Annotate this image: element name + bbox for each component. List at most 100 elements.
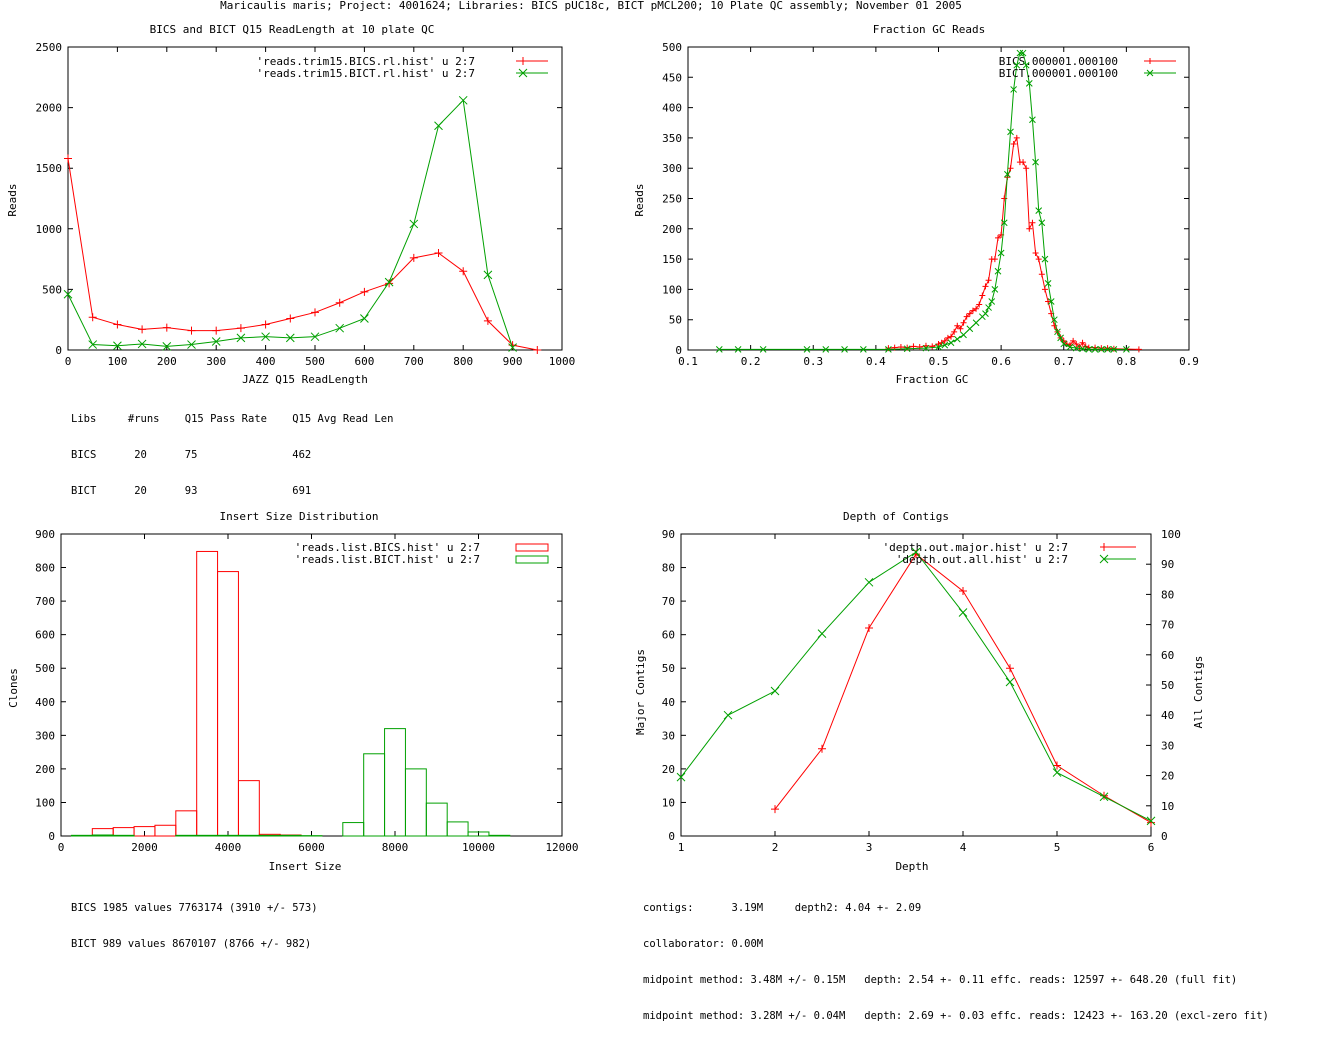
data-point: [676, 772, 686, 782]
data-point: [187, 340, 196, 349]
data-point: [1000, 219, 1008, 227]
y-tick-label: 70: [662, 595, 675, 608]
y-tick-label: 100: [35, 796, 55, 809]
series-line: [67, 158, 538, 351]
data-point: [261, 320, 270, 329]
y-tick-label: 250: [662, 193, 682, 206]
y2-tick-label: 50: [1161, 679, 1174, 692]
x-tick-label: 200: [157, 355, 177, 368]
x-tick-label: 1000: [549, 355, 576, 368]
series-1: [70, 728, 511, 837]
data-point: [1045, 298, 1052, 305]
legend-label: 'reads.trim15.BICT.rl.hist' u 2:7: [256, 67, 475, 80]
data-point: [953, 335, 961, 343]
series-line: [888, 136, 1139, 350]
x-axis-label: Insert Size: [269, 860, 342, 873]
y-tick-label: 0: [668, 830, 675, 843]
y-tick-label: 400: [662, 102, 682, 115]
x-tick-label: 2: [772, 841, 779, 854]
data-point: [1023, 165, 1030, 172]
data-point: [409, 253, 418, 262]
data-point: [1029, 116, 1036, 124]
data-point: [947, 339, 955, 347]
data-point: [483, 270, 493, 280]
data-point: [929, 343, 936, 350]
y-tick-label: 600: [35, 629, 55, 642]
x-tick-label: 800: [453, 355, 473, 368]
x-tick-label: 100: [107, 355, 127, 368]
legend-label: 'reads.list.BICS.hist' u 2:7: [295, 541, 480, 554]
data-point: [1052, 768, 1062, 777]
y2-tick-label: 30: [1161, 739, 1174, 752]
x-axis-label: JAZZ Q15 ReadLength: [242, 373, 368, 386]
depth-of-contigs-chart: 1 2 3 4 5 60102030405060708090010203040506070…: [634, 510, 1205, 873]
data-point: [162, 342, 172, 351]
data-point: [859, 346, 867, 353]
data-point: [976, 301, 983, 308]
series-line: [719, 52, 1127, 350]
data-point: [1053, 761, 1061, 770]
plot-frame: [680, 533, 1152, 837]
data-point: [963, 313, 970, 320]
y-tick-label: 40: [662, 696, 675, 709]
data-point: [1123, 346, 1130, 353]
data-point: [335, 298, 344, 307]
data-point: [1013, 134, 1020, 141]
y-tick-label: 0: [48, 830, 55, 843]
plot-frame: [60, 533, 563, 837]
data-point: [236, 333, 246, 343]
histogram-bar: [70, 834, 93, 837]
data-point: [1099, 792, 1109, 802]
data-point: [1025, 80, 1033, 87]
data-point: [865, 623, 873, 632]
histogram-bar: [279, 834, 302, 837]
data-point: [904, 344, 911, 351]
histogram-bar: [91, 834, 114, 837]
histogram-bar: [237, 834, 260, 837]
legend-marker: [1100, 543, 1108, 551]
data-point: [1029, 219, 1036, 226]
data-point: [64, 154, 72, 163]
y-tick-label: 300: [662, 162, 682, 175]
data-point: [972, 319, 980, 327]
chart-title: Depth of Contigs: [843, 510, 949, 523]
x-tick-label: 0: [58, 841, 65, 854]
data-point: [954, 322, 961, 329]
data-point: [458, 95, 468, 105]
data-point: [1010, 86, 1018, 93]
legend-label: BICT.000001.000100: [999, 67, 1118, 80]
data-point: [941, 341, 949, 349]
data-point: [1057, 334, 1064, 342]
x-tick-label: 0: [65, 355, 72, 368]
depth-stats-contigs: contigs: 3.19M depth2: 4.04 +- 2.09: [643, 902, 922, 914]
chart-title: Insert Size Distribution: [220, 510, 379, 523]
data-point: [360, 287, 369, 296]
y-axis-label: Clones: [7, 668, 20, 708]
data-point: [1035, 207, 1043, 214]
histogram-bar: [196, 834, 219, 837]
y-tick-label: 800: [35, 562, 55, 575]
gc-fraction-chart: 0.1 0.2 0.3 0.4 0.5 0.6 0.7 0.8 0.9 0 50 100 150 200 2…: [633, 23, 1199, 386]
x-tick-label: 8000: [382, 841, 409, 854]
data-point: [994, 267, 1002, 275]
x-tick-label: 0.5: [929, 355, 949, 368]
chart-title: BICS and BICT Q15 ReadLength at 10 plate…: [150, 23, 435, 36]
x-tick-label: 0.3: [803, 355, 823, 368]
legend-label: 'reads.list.BICT.hist' u 2:7: [295, 553, 480, 566]
data-point: [1041, 286, 1048, 293]
insert-size-stats: BICS 1985 values 7763174 (3910 +/- 573) …: [71, 878, 318, 962]
data-point: [1013, 61, 1021, 69]
data-point: [1072, 344, 1080, 352]
data-point: [985, 277, 992, 284]
y-tick-label: 0: [55, 344, 62, 357]
data-point: [771, 805, 779, 814]
data-point: [1082, 343, 1089, 350]
data-point: [1135, 346, 1142, 353]
data-point: [911, 547, 921, 557]
data-point: [137, 339, 147, 349]
data-point: [1038, 271, 1045, 278]
data-point: [1032, 250, 1039, 257]
x-tick-label: 3: [866, 841, 873, 854]
y-tick-label: 150: [662, 253, 682, 266]
data-point: [1066, 343, 1074, 351]
